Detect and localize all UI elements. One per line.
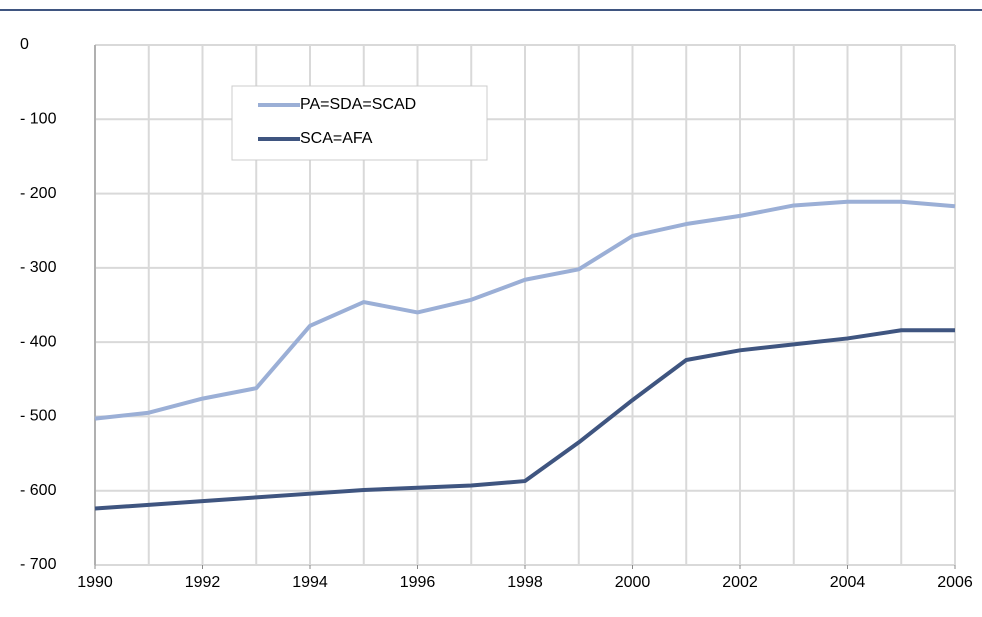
y-tick-label: - 600 <box>20 482 57 499</box>
x-tick-label: 2006 <box>937 574 973 591</box>
x-tick-label: 1990 <box>77 574 113 591</box>
series-line <box>94 328 955 511</box>
x-tick-label: 1996 <box>400 574 436 591</box>
y-tick-label: - 300 <box>20 259 57 276</box>
x-tick-label: 2004 <box>830 574 866 591</box>
legend-box <box>231 85 488 161</box>
y-tick-label: - 500 <box>20 408 57 425</box>
y-tick-label: 0 <box>20 36 29 53</box>
x-tick-label: 1992 <box>185 574 221 591</box>
x-tick-label: 1998 <box>507 574 543 591</box>
legend-label: PA=SDA=SCAD <box>300 96 416 113</box>
y-tick-label: - 700 <box>20 556 57 573</box>
legend-label: SCA=AFA <box>300 130 373 147</box>
y-tick-label: - 400 <box>20 333 57 350</box>
x-tick-label: 1994 <box>292 574 328 591</box>
series-line <box>94 199 956 421</box>
y-tick-label: - 100 <box>20 111 57 128</box>
y-tick-label: - 200 <box>20 185 57 202</box>
x-tick-label: 2002 <box>722 574 758 591</box>
x-tick-label: 2000 <box>615 574 651 591</box>
